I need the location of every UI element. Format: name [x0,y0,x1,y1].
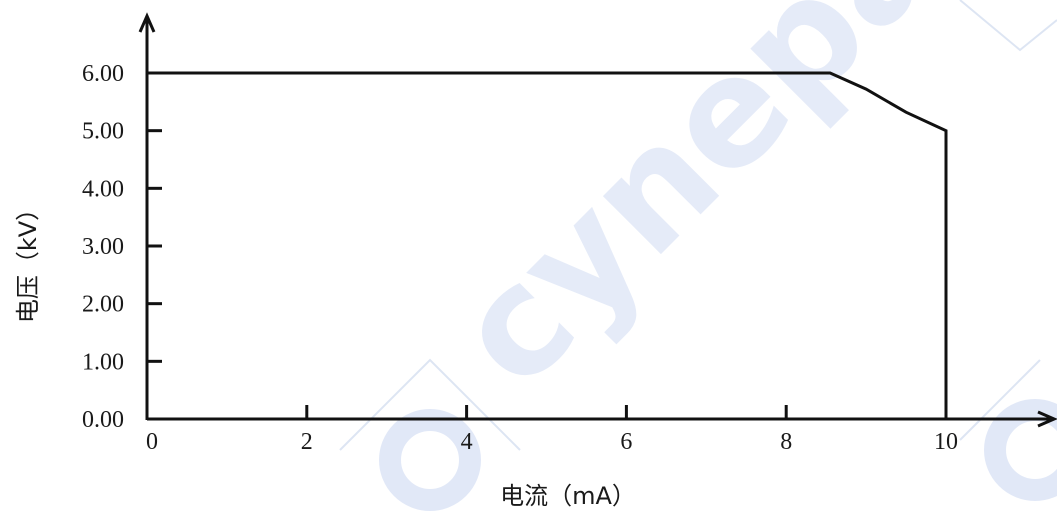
y-tick-label: 3.00 [82,234,124,260]
x-tick-label: 2 [301,429,313,455]
axes [138,12,1057,428]
series-line [147,71,948,419]
x-tick-label: 0 [146,429,158,455]
x-tick-label: 10 [934,429,958,455]
watermark-gear-icon [984,399,1057,501]
x-tick-label: 6 [620,429,632,455]
x-axis-arrow-icon [1037,410,1057,428]
watermark-logo: cynepaic [339,0,1057,511]
y-axis-arrow-icon [138,12,156,33]
watermark-diamond-outline [959,359,1041,441]
y-axis-title: 电压（kV） [14,197,42,323]
watermark-text: cynepaic [422,0,1057,420]
x-axis-title: 电流（mA） [500,482,636,510]
y-tick-label: 1.00 [82,349,124,375]
watermark-gear-icon [379,409,481,511]
x-tick-label: 4 [461,429,473,455]
tick-group: 0 2 4 6 8 10 0.00 1.00 2.00 3.00 4.00 5.00 6.00 [82,61,958,455]
y-tick-label: 6.00 [82,61,124,87]
series-group [147,71,948,419]
y-tick-label: 0.00 [82,407,124,433]
watermark-diamond-outline [339,358,521,451]
y-tick-label: 5.00 [82,119,124,145]
watermark-diamond-outline [959,0,1057,52]
y-tick-label: 4.00 [82,176,124,202]
x-tick-label: 8 [780,429,792,455]
y-tick-label: 2.00 [82,292,124,318]
